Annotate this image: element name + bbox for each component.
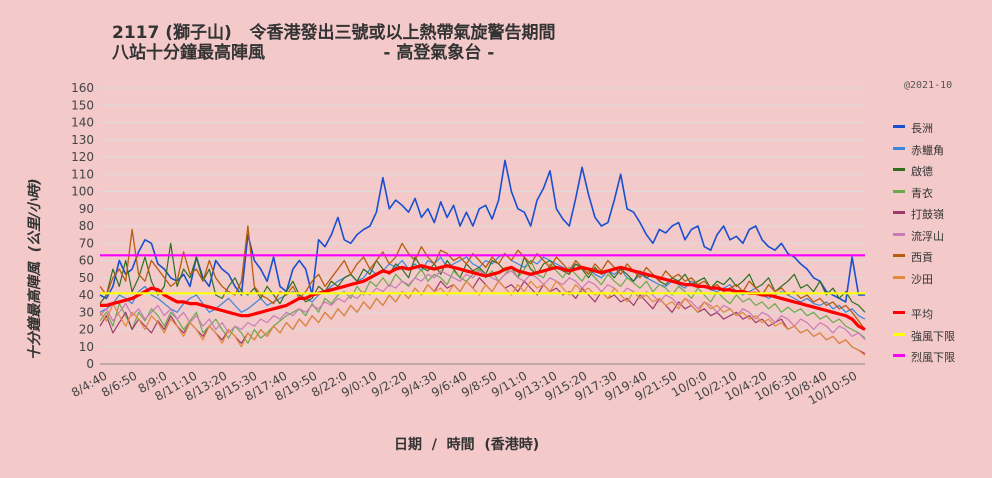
legend-label: 烈風下限 (911, 351, 955, 364)
y-tick-label: 110 (71, 167, 94, 181)
y-tick-label: 50 (79, 271, 94, 285)
y-tick-label: 130 (71, 133, 94, 147)
legend-swatch (893, 168, 905, 171)
legend-label: 打鼓嶺 (911, 208, 944, 221)
y-tick-label: 150 (71, 98, 94, 112)
y-tick-label: 0 (86, 357, 94, 371)
y-tick-label: 140 (71, 116, 94, 130)
legend-swatch (893, 232, 905, 236)
legend-label: 長洲 (911, 122, 933, 135)
series-line (99, 259, 866, 344)
y-tick-label: 30 (79, 305, 94, 319)
legend-swatch (893, 332, 905, 336)
legend-swatch (893, 354, 905, 357)
y-tick-label: 90 (79, 202, 94, 216)
legend-label: 赤鱲角 (911, 143, 944, 157)
y-tick-label: 40 (79, 288, 94, 302)
series-line (99, 280, 866, 356)
legend-swatch (893, 275, 905, 279)
chart-subtitle: 八站十分鐘最高陣風 - 高登氣象台 - (112, 43, 495, 63)
legend-swatch (893, 254, 905, 257)
y-tick-label: 160 (71, 81, 94, 95)
legend-label: 青衣 (911, 186, 933, 200)
series-line (99, 159, 865, 303)
chart-title: 2117 (獅子山) 令香港發出三號或以上熱帶氣旋警告期間 (112, 23, 556, 43)
legend-label: 強風下限 (911, 329, 955, 343)
y-tick-label: 80 (79, 219, 94, 233)
legend-swatch (893, 311, 905, 314)
y-tick-label: 10 (79, 340, 94, 354)
x-axis-label: 日期 / 時間 (香港時) (394, 437, 540, 453)
legend-label: 沙田 (911, 272, 933, 286)
series-line (99, 225, 866, 330)
y-tick-label: 120 (71, 150, 94, 164)
y-tick-label: 20 (79, 323, 94, 337)
legend-label: 西貢 (911, 251, 933, 264)
legend-label: 啟德 (911, 165, 933, 178)
legend-swatch (893, 189, 905, 193)
y-axis-label: 十分鐘最高陣風 (公里/小時) (27, 178, 43, 360)
legend-swatch (893, 125, 905, 128)
y-tick-label: 70 (79, 236, 94, 250)
legend-swatch (893, 146, 905, 150)
series-line (100, 264, 866, 331)
y-tick-label: 100 (71, 185, 94, 199)
legend-label: 流浮山 (911, 229, 944, 243)
legend-label: 平均 (911, 308, 933, 321)
y-tick-label: 60 (79, 254, 94, 268)
legend-swatch (893, 211, 905, 214)
copyright-text: @2021-10 (904, 80, 953, 91)
